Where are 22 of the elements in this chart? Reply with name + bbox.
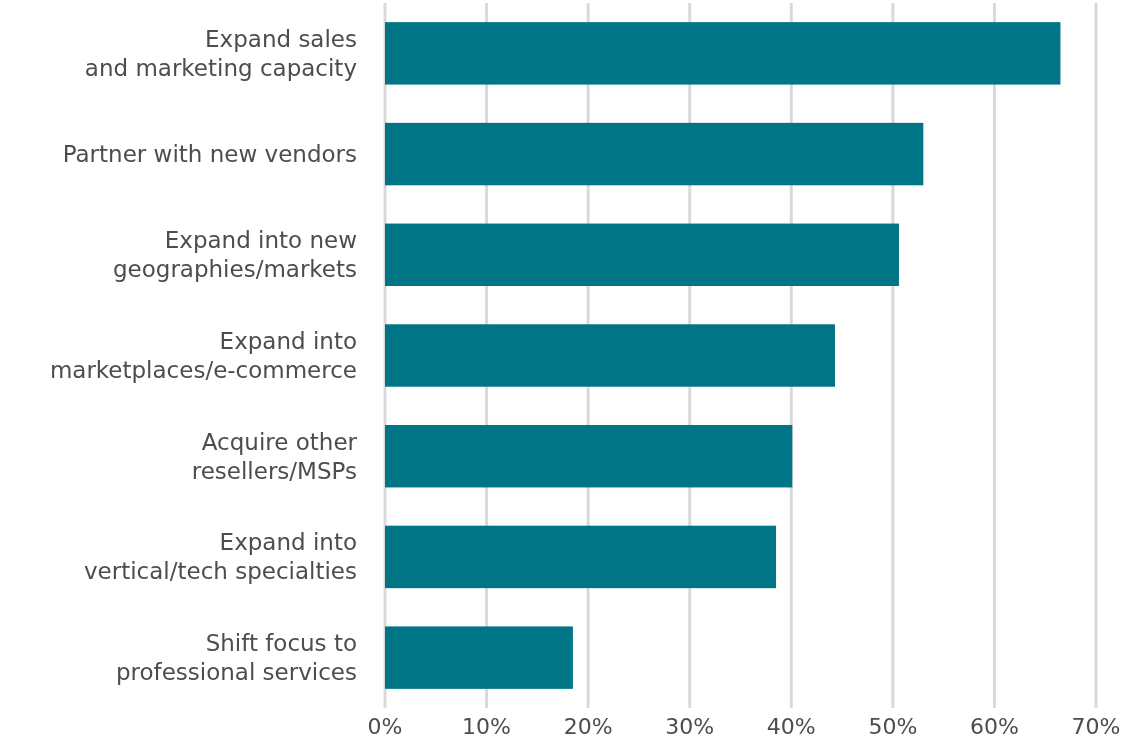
bar — [385, 424, 793, 488]
x-tick-label: 40% — [766, 714, 816, 739]
y-tick-label: Expand into vertical/tech specialties — [83, 529, 357, 585]
x-tick-label: 20% — [563, 714, 613, 739]
x-tick-label: 0% — [367, 714, 403, 739]
bar — [385, 324, 835, 387]
bar — [385, 122, 924, 186]
y-tick-label: Shift focus to professional services — [115, 630, 357, 686]
x-tick-label: 50% — [868, 714, 918, 739]
bar — [385, 626, 573, 689]
y-tick-label: Expand sales and marketing capacity — [84, 25, 357, 81]
y-tick-label: Acquire other resellers/MSPs — [191, 428, 358, 484]
x-tick-label: 30% — [665, 714, 715, 739]
bar — [385, 223, 899, 287]
y-tick-label: Expand into new geographies/markets — [112, 227, 357, 283]
y-tick-label: Expand into marketplaces/e-commerce — [49, 328, 357, 383]
x-tick-label: 60% — [969, 714, 1019, 739]
y-tick-label: Partner with new vendors — [62, 141, 357, 168]
x-tick-label: 10% — [462, 714, 512, 739]
bar — [385, 525, 777, 589]
x-tick-label: 70% — [1071, 714, 1121, 739]
bar — [385, 22, 1061, 85]
